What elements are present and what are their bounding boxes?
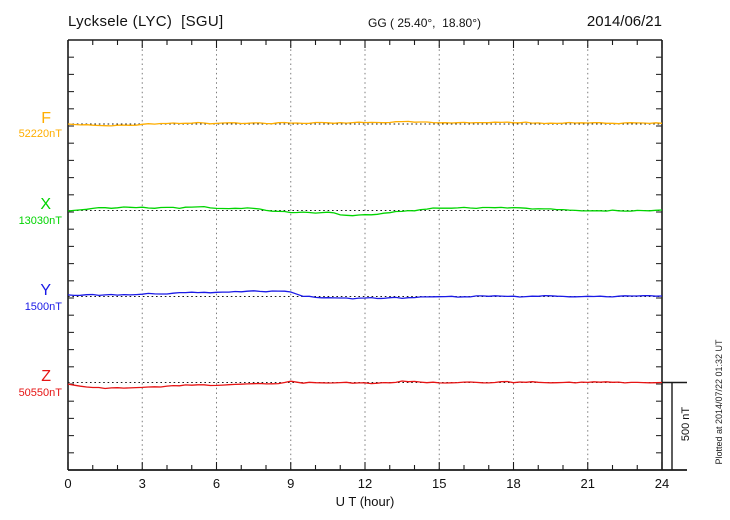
station-title: Lycksele (LYC) [SGU] (68, 13, 224, 30)
x-tick-label: 12 (357, 476, 373, 491)
x-tick-label: 21 (580, 476, 595, 491)
scale-bar (662, 381, 687, 470)
trace-F (67, 120, 663, 127)
x-tick-label: 15 (432, 476, 447, 491)
x-tick-label: 18 (506, 476, 521, 491)
gridlines (141, 40, 589, 470)
series-letter-Z: Z (41, 368, 51, 385)
x-tick-label: 3 (138, 476, 146, 491)
trace-Z (67, 380, 663, 390)
plot-date: 2014/06/21 (586, 13, 662, 30)
x-axis-label: U T (hour) (335, 494, 395, 509)
series-baseline-X: 13030nT (18, 214, 62, 227)
x-tick-label: 9 (287, 476, 295, 491)
series-baseline-Z: 50550nT (18, 386, 62, 399)
series-baseline-F: 52220nT (18, 128, 62, 140)
axis-ticks (67, 40, 663, 470)
x-tick-label: 6 (212, 476, 221, 491)
plot-frame (67, 39, 687, 471)
x-tick-label: 24 (654, 476, 670, 491)
series-letter-F: F (41, 109, 51, 127)
series-baseline-Y: 1500nT (24, 300, 62, 313)
series-letter-Y: Y (40, 282, 51, 299)
trace-X (67, 205, 663, 217)
geographic-coords-label: GG ( 25.40°, 18.80°) (368, 16, 481, 30)
component-traces (67, 120, 663, 390)
x-tick-label: 0 (64, 476, 72, 491)
series-letter-X: X (40, 196, 51, 213)
trace-Y (67, 290, 663, 300)
